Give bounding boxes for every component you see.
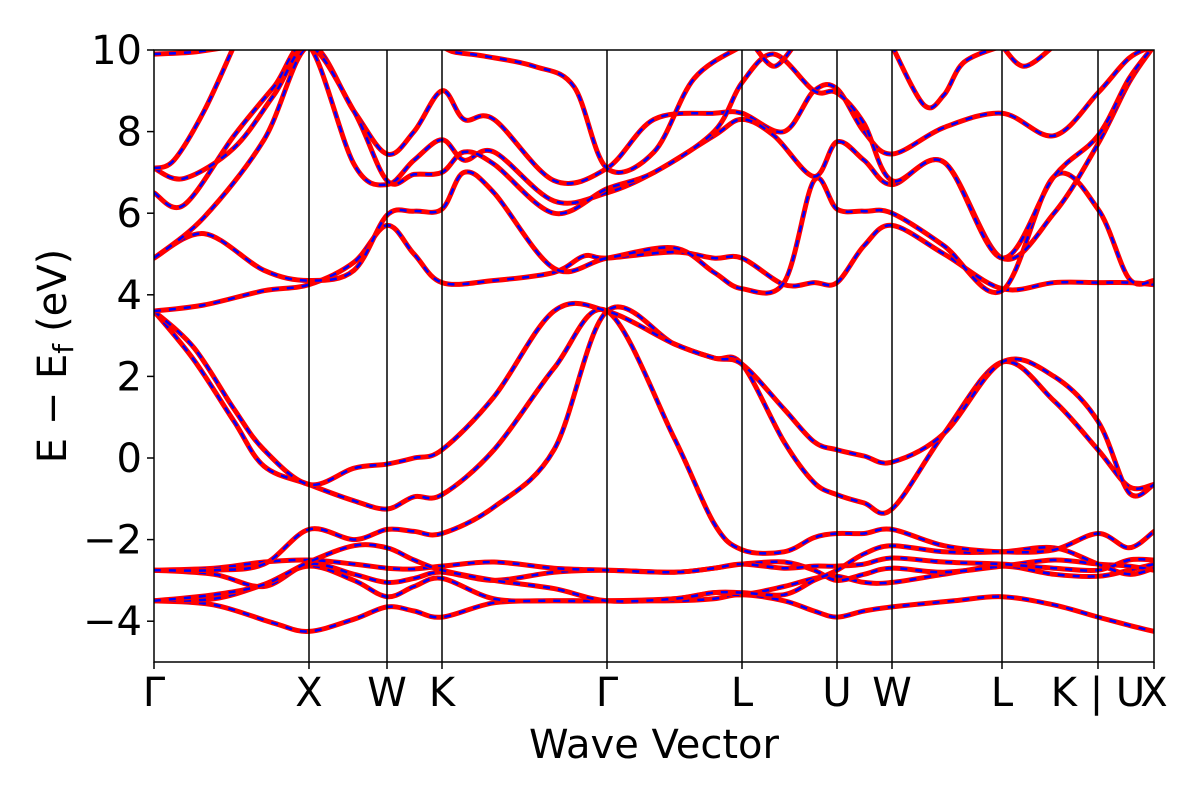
x-tick-label: Γ [596,670,619,716]
x-tick-label: Γ [143,670,166,716]
band-12-series-2-line [154,50,1153,260]
y-tick-label: 4 [117,273,142,319]
x-tick-label: L [731,670,754,716]
y-tick-label: 8 [117,110,142,156]
y-tick-label: 6 [117,191,142,237]
band-15-series-2-line [445,50,738,174]
band-6-series-2-line [154,308,1154,555]
y-tick-label: 2 [117,354,142,400]
y-axis: −4 −2 0 2 4 6 8 10 [83,28,154,645]
band-17-series-2-line [892,50,995,110]
band-10-series-2-line [154,50,1147,260]
x-tick-label: U [822,670,851,716]
y-tick-label: 10 [91,28,142,74]
y-axis-title-subscript: f [47,343,80,354]
bands-layer [154,50,1154,634]
high-symmetry-lines [308,50,1099,662]
band-8-series-2-line [154,224,1154,313]
y-tick-label: −2 [83,518,142,564]
band-18-series-2-line [1003,50,1051,68]
band-3-series-2-line [154,556,1154,574]
y-axis-title: E − Ef (eV) [30,249,80,464]
x-tick-label: K | U [1051,670,1145,716]
x-tick-label: W [872,670,912,716]
band-16-series-2-line [755,50,793,68]
x-tick-label: K [429,670,457,716]
band-18-series-1-line [1002,50,1053,69]
y-tick-label: 0 [117,436,142,482]
plot-frame [153,49,1155,663]
y-axis-title-unit: (eV) [30,249,76,332]
x-tick-label: X [295,670,322,716]
x-tick-label: L [991,670,1014,716]
band-14-series-2-line [154,50,234,170]
band-15-series-1-line [443,50,741,175]
band-5-series-1-line [154,304,1154,574]
band-9-series-2-line [154,170,1154,295]
x-tick-label: X [1140,670,1167,716]
band-8-series-1-line [154,222,1154,314]
band-0-series-2-line [154,593,1154,633]
y-tick-label: −4 [83,599,142,645]
band-9-series-1-line [154,169,1154,296]
band-7-series-2-line [154,302,1154,498]
band-13-series-1-line [154,50,225,57]
y-axis-title-main: E − E [30,354,76,464]
band-6-series-1-line [154,306,1154,556]
x-axis-title: Wave Vector [529,722,780,768]
x-tick-label: W [367,670,407,716]
